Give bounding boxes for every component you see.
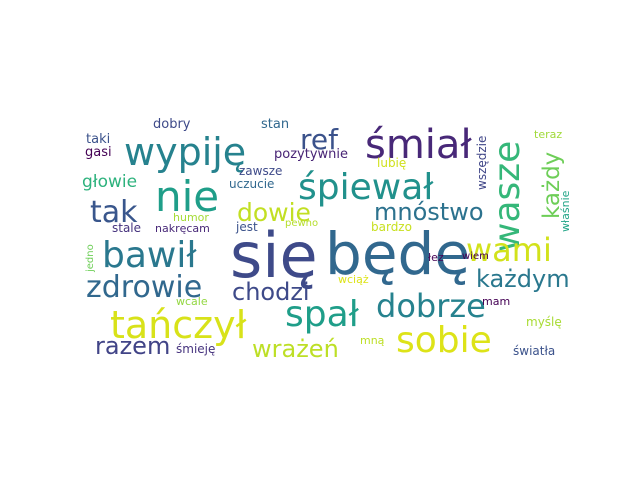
word: uczucie xyxy=(229,177,275,191)
word: wszędzie xyxy=(475,135,489,190)
word: mnóstwo xyxy=(374,198,484,226)
word: bardzo xyxy=(371,220,412,234)
word: chodzi xyxy=(232,278,310,306)
word: mną xyxy=(360,334,385,347)
word: jedno xyxy=(85,244,96,272)
word: humor xyxy=(173,211,209,224)
word: dobry xyxy=(153,117,191,132)
word: wami xyxy=(466,231,552,269)
word: się xyxy=(230,219,318,292)
word: będę xyxy=(325,220,470,288)
word: łez xyxy=(428,251,444,264)
word: właśnie xyxy=(559,190,572,232)
word: każdym xyxy=(476,265,570,293)
word: wcale xyxy=(176,295,208,308)
word: pozytywnie xyxy=(274,147,348,162)
word: zawsze xyxy=(239,164,283,178)
word: mam xyxy=(482,295,511,308)
word: pewno xyxy=(285,218,319,229)
word: myślę xyxy=(526,315,562,329)
word: gasi xyxy=(85,145,112,160)
word: tak xyxy=(90,195,138,230)
word: stan xyxy=(261,117,290,132)
word: stale xyxy=(112,221,142,235)
word: razem xyxy=(95,332,171,360)
word: nakręcam xyxy=(155,222,210,235)
word: taki xyxy=(86,132,111,147)
word: śmiał xyxy=(365,122,472,168)
word: dobrze xyxy=(376,287,486,325)
word: głowie xyxy=(82,172,138,192)
word: wiem xyxy=(462,251,489,262)
word: nie xyxy=(155,172,220,221)
word: zdrowie xyxy=(86,270,203,305)
word: wrażeń xyxy=(252,335,339,363)
word: śmieję xyxy=(176,342,216,356)
word: tańczył xyxy=(110,303,247,347)
word: bawił xyxy=(102,235,197,276)
word: lubię xyxy=(377,156,407,170)
word: śpiewał xyxy=(298,167,434,208)
word: ref xyxy=(300,123,338,156)
word: spał xyxy=(285,294,359,335)
word: wypiję xyxy=(124,130,247,174)
word: wciąż xyxy=(338,273,369,286)
word: dowie xyxy=(237,198,311,227)
word: teraz xyxy=(534,128,563,141)
word: sobie xyxy=(396,320,492,361)
word: jest xyxy=(236,220,258,234)
word: światła xyxy=(513,344,556,358)
